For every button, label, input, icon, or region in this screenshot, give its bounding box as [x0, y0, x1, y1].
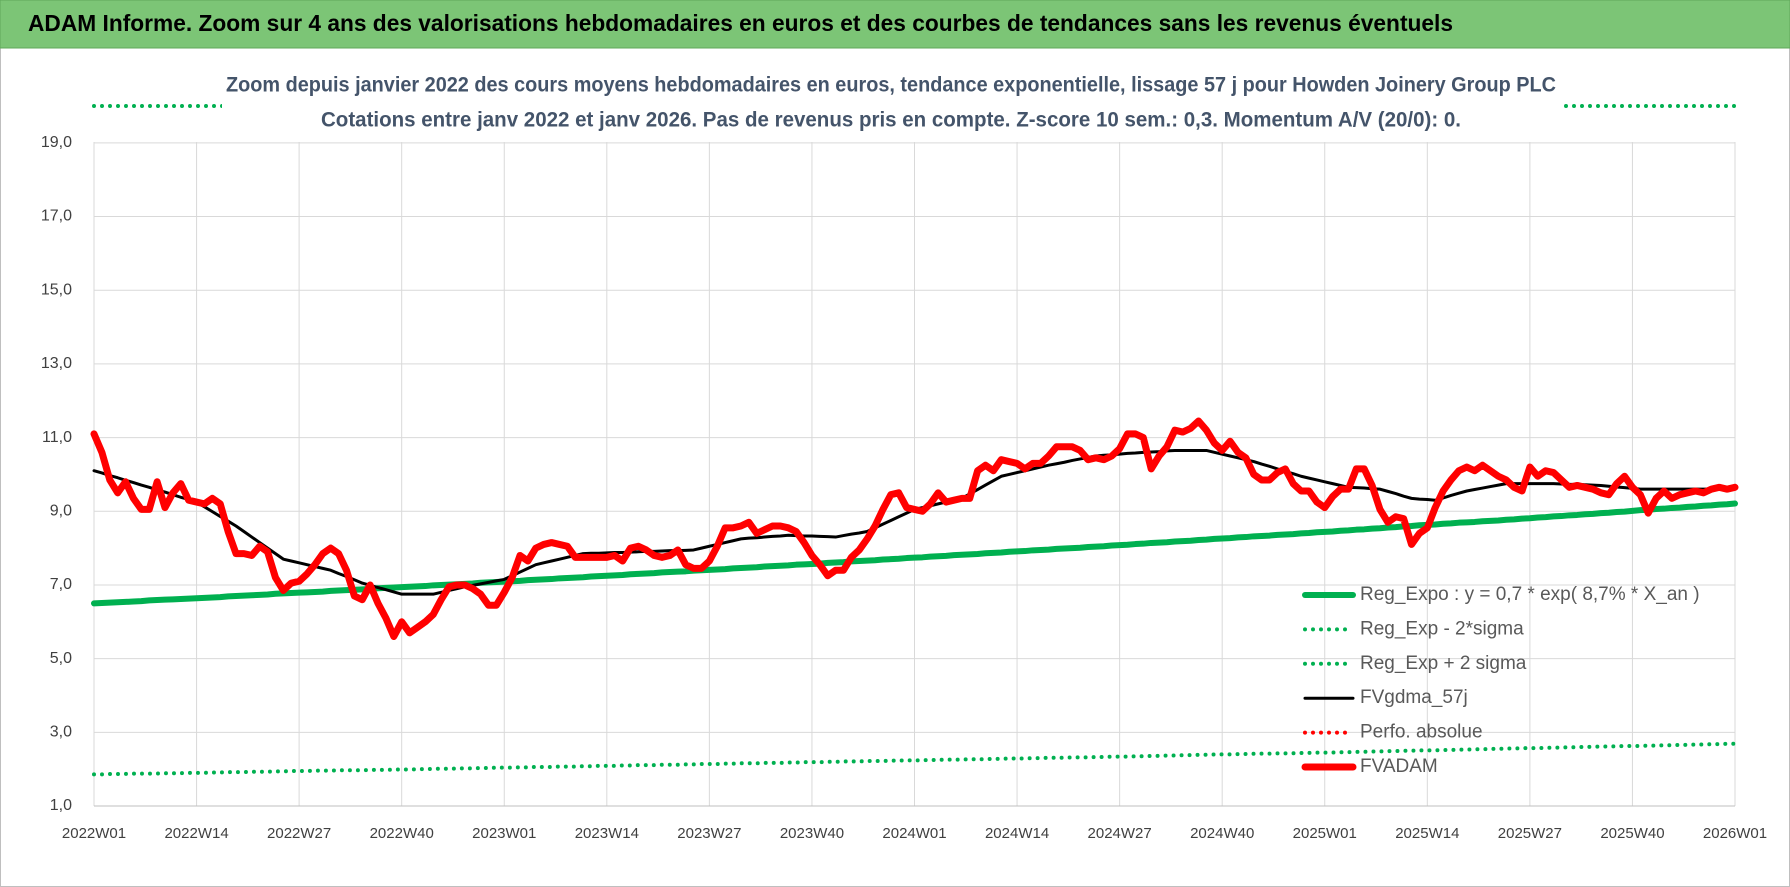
y-tick-label: 3,0 — [50, 724, 72, 741]
header-title: ADAM Informe. Zoom sur 4 ans des valoris… — [28, 10, 1453, 36]
x-tick-label: 2025W01 — [1293, 825, 1357, 842]
legend-label: Reg_Exp + 2 sigma — [1360, 653, 1527, 674]
y-tick-label: 19,0 — [41, 134, 72, 151]
legend-label: FVADAM — [1360, 756, 1438, 777]
x-tick-label: 2026W01 — [1703, 825, 1767, 842]
x-tick-label: 2023W27 — [677, 825, 741, 842]
series-line — [92, 741, 1737, 777]
x-tick-label: 2024W27 — [1088, 825, 1152, 842]
chart-subtitle: Cotations entre janv 2022 et janv 2026. … — [321, 109, 1461, 132]
series-line — [90, 417, 1739, 641]
x-tick-label: 2023W40 — [780, 825, 844, 842]
legend-label: Reg_Expo : y = 0,7 * exp( 8,7% * X_an ) — [1360, 584, 1700, 605]
x-tick-label: 2023W14 — [575, 825, 639, 842]
x-tick-label: 2025W14 — [1395, 825, 1459, 842]
y-tick-label: 7,0 — [50, 576, 72, 593]
header-bar — [0, 0, 1790, 49]
x-tick-label: 2022W40 — [370, 825, 434, 842]
chart-title: Zoom depuis janvier 2022 des cours moyen… — [226, 74, 1556, 97]
x-tick-label: 2022W27 — [267, 825, 331, 842]
y-tick-label: 17,0 — [41, 208, 72, 225]
y-tick-label: 1,0 — [50, 797, 72, 814]
title-box — [222, 62, 1564, 138]
legend: Reg_Expo : y = 0,7 * exp( 8,7% * X_an ) R… — [1301, 584, 1700, 777]
x-tick-label: 2022W01 — [62, 825, 126, 842]
legend-label: Reg_Exp - 2*sigma — [1360, 618, 1524, 639]
y-tick-label: 15,0 — [41, 281, 72, 298]
x-tick-label: 2025W27 — [1498, 825, 1562, 842]
plot-area: 1,0 3,0 5,0 7,0 9,0 11,0 13,0 15,0 17,0 19,0 2022W… — [41, 104, 1767, 842]
x-tick-label: 2025W40 — [1600, 825, 1664, 842]
legend-label: Perfo. absolue — [1360, 722, 1483, 743]
y-tick-label: 11,0 — [42, 429, 72, 446]
legend-label: FVgdma_57j — [1360, 687, 1468, 708]
x-tick-label: 2024W14 — [985, 825, 1049, 842]
y-tick-label: 9,0 — [50, 502, 72, 519]
y-tick-label: 5,0 — [50, 650, 72, 667]
x-tick-label: 2024W40 — [1190, 825, 1254, 842]
x-tick-label: 2022W14 — [164, 825, 228, 842]
x-tick-label: 2024W01 — [882, 825, 946, 842]
x-tick-label: 2023W01 — [472, 825, 536, 842]
y-tick-label: 13,0 — [41, 355, 72, 372]
